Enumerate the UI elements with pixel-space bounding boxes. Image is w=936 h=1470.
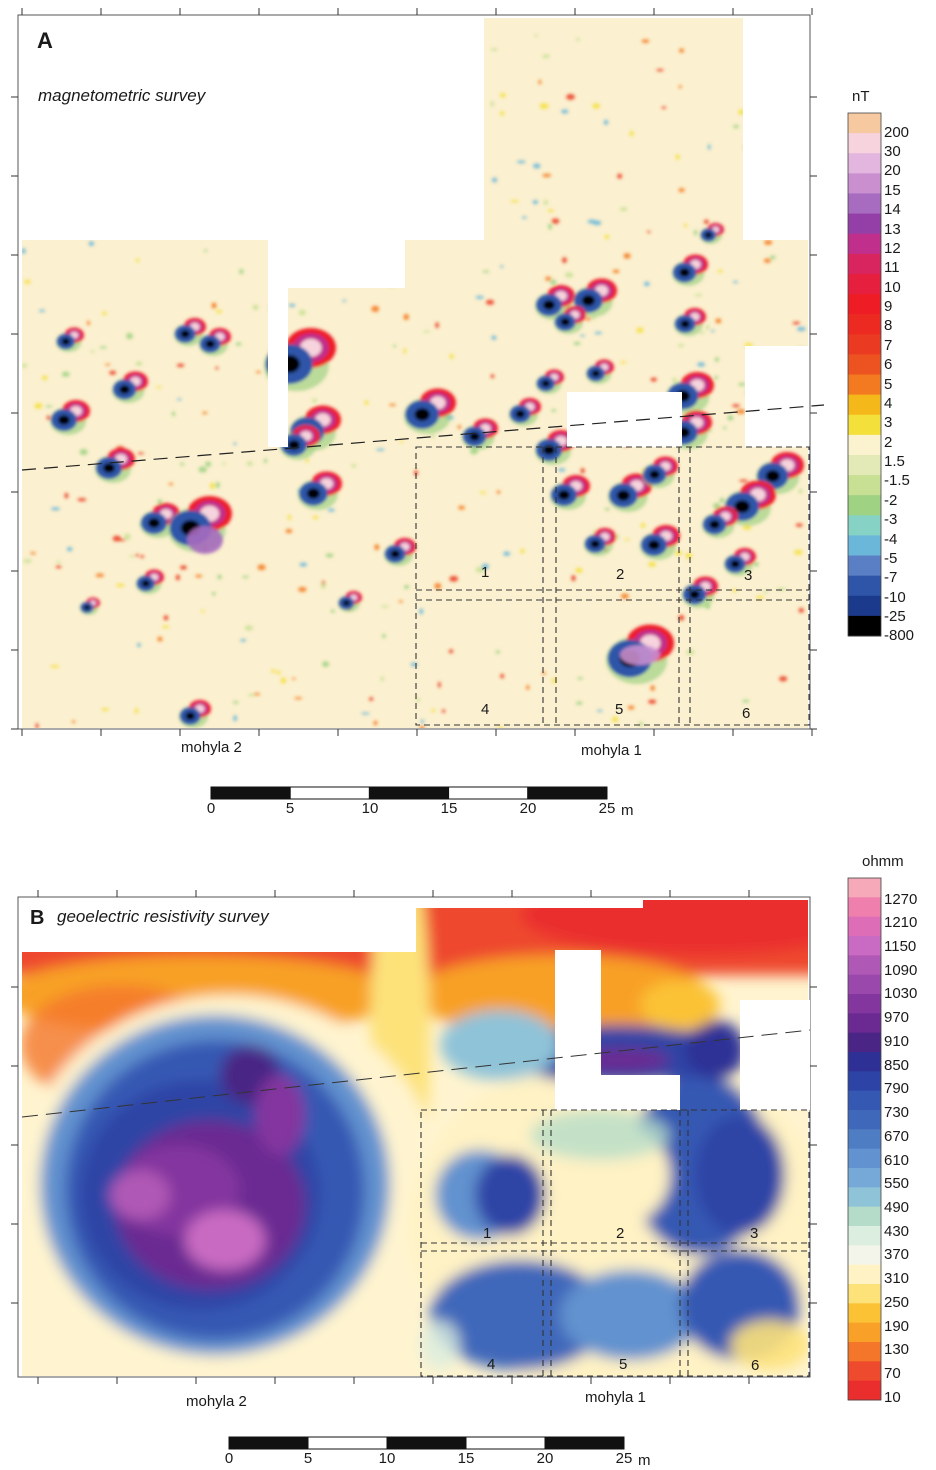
legend-label: 10 bbox=[884, 278, 901, 296]
legend-label: 12 bbox=[884, 239, 901, 257]
legend-label: -3 bbox=[884, 511, 898, 529]
scale-label: 15 bbox=[457, 1450, 475, 1467]
legend-label: 370 bbox=[884, 1246, 910, 1264]
trench-number-2: 2 bbox=[616, 566, 625, 583]
legend-label: 670 bbox=[884, 1127, 910, 1145]
legend-label: 130 bbox=[884, 1341, 910, 1359]
legend-label: 490 bbox=[884, 1198, 910, 1216]
trench-grid bbox=[420, 1109, 810, 1377]
legend-labels: 200 30 20 15 14 13 12 11 10 9 8 7 6 5 4 3 2 1.5 -1.5 -2 -3 -4… bbox=[884, 0, 934, 830]
legend-unit: ohmm bbox=[862, 853, 904, 870]
legend-label: 8 bbox=[884, 317, 893, 335]
survey-title: geoelectric resistivity survey bbox=[57, 907, 269, 926]
trench-number-2: 2 bbox=[616, 1225, 625, 1242]
legend-label: 30 bbox=[884, 143, 901, 161]
survey-area bbox=[22, 18, 808, 728]
legend-label: 4 bbox=[884, 394, 893, 412]
legend-label: 310 bbox=[884, 1270, 910, 1288]
magnetometric-map bbox=[11, 8, 825, 736]
legend-label: 14 bbox=[884, 201, 901, 219]
mound-label-mohyla-1: mohyla 1 bbox=[585, 1389, 646, 1406]
legend-label: 70 bbox=[884, 1365, 901, 1383]
legend-label: 1.5 bbox=[884, 453, 905, 471]
legend-label: -5 bbox=[884, 549, 898, 567]
resistivity-panel: B geoelectric resistivity survey 1 2 3 4… bbox=[0, 845, 936, 1470]
legend-label: 2 bbox=[884, 433, 893, 451]
legend-label: 1210 bbox=[884, 914, 918, 932]
legend-label: 550 bbox=[884, 1175, 910, 1193]
legend-label: -10 bbox=[884, 588, 906, 606]
trench-number-6: 6 bbox=[742, 705, 751, 722]
legend-label: 15 bbox=[884, 181, 901, 199]
profile-line bbox=[21, 1029, 811, 1118]
scale-label: 5 bbox=[285, 800, 295, 817]
legend-label: 200 bbox=[884, 123, 910, 141]
trench-number-4: 4 bbox=[481, 701, 490, 718]
panel-letter: B bbox=[30, 907, 45, 929]
legend-label: 1090 bbox=[884, 961, 918, 979]
profile-line bbox=[21, 404, 825, 471]
legend-label: 1150 bbox=[884, 937, 917, 955]
scale-unit: m bbox=[638, 1452, 651, 1469]
legend-labels: 1270 1210 1150 1090 1030 970 910 850 790 730 670 61… bbox=[884, 845, 936, 1470]
trench-grid bbox=[415, 446, 810, 726]
scale-label: 0 bbox=[206, 800, 216, 817]
legend-label: -1.5 bbox=[884, 472, 910, 490]
legend-unit: nT bbox=[852, 88, 870, 105]
legend-label: -25 bbox=[884, 608, 906, 625]
mound-label-mohyla-2: mohyla 2 bbox=[186, 1393, 247, 1410]
legend-label: 430 bbox=[884, 1222, 910, 1240]
legend-label: 11 bbox=[884, 259, 900, 277]
scale-unit: m bbox=[621, 802, 634, 819]
legend-label: 3 bbox=[884, 414, 893, 432]
legend-label: 20 bbox=[884, 162, 901, 180]
legend-label: 850 bbox=[884, 1056, 910, 1074]
trench-number-3: 3 bbox=[750, 1225, 759, 1242]
scale-label: 10 bbox=[378, 1450, 396, 1467]
magnetometric-panel: A magnetometric survey 1 2 3 4 5 6 mohyl… bbox=[11, 0, 934, 830]
scale-label: 15 bbox=[440, 800, 458, 817]
legend-label: 1270 bbox=[884, 890, 918, 908]
legend-label: 1030 bbox=[884, 985, 918, 1003]
trench-number-3: 3 bbox=[744, 567, 753, 584]
legend-label: 190 bbox=[884, 1317, 910, 1335]
legend-label: 10 bbox=[884, 1388, 901, 1406]
legend-label: 250 bbox=[884, 1293, 910, 1311]
legend-label: -800 bbox=[884, 627, 915, 645]
scale-label: 20 bbox=[536, 1450, 554, 1467]
mound-label-mohyla-2: mohyla 2 bbox=[181, 739, 242, 756]
legend-label: 9 bbox=[884, 298, 893, 316]
trench-number-1: 1 bbox=[481, 564, 490, 581]
legend-label: 610 bbox=[884, 1151, 910, 1169]
scale-label: 10 bbox=[361, 800, 379, 817]
trench-number-1: 1 bbox=[483, 1225, 492, 1242]
resistivity-map bbox=[11, 890, 817, 1384]
trench-number-4: 4 bbox=[487, 1356, 496, 1373]
scale-label: 25 bbox=[598, 800, 616, 817]
legend-label: 5 bbox=[884, 375, 893, 393]
legend-label: -7 bbox=[884, 569, 898, 587]
legend-label: -2 bbox=[884, 491, 898, 509]
legend-label: 970 bbox=[884, 1009, 910, 1027]
legend-label: 13 bbox=[884, 220, 901, 238]
mound-label-mohyla-1: mohyla 1 bbox=[581, 742, 642, 759]
legend-label: 6 bbox=[884, 356, 893, 374]
survey-title: magnetometric survey bbox=[38, 86, 206, 105]
trench-number-5: 5 bbox=[619, 1356, 628, 1373]
scale-label: 0 bbox=[224, 1450, 234, 1467]
trench-number-5: 5 bbox=[615, 701, 624, 718]
legend-label: 790 bbox=[884, 1080, 910, 1098]
panel-letter: A bbox=[37, 28, 53, 53]
scale-label: 5 bbox=[303, 1450, 313, 1467]
legend-label: 7 bbox=[884, 336, 893, 354]
trench-number-6: 6 bbox=[751, 1357, 760, 1374]
scale-label: 25 bbox=[615, 1450, 633, 1467]
scale-label: 20 bbox=[519, 800, 537, 817]
legend-label: -4 bbox=[884, 530, 898, 548]
legend-label: 910 bbox=[884, 1032, 910, 1050]
legend-label: 730 bbox=[884, 1104, 910, 1122]
